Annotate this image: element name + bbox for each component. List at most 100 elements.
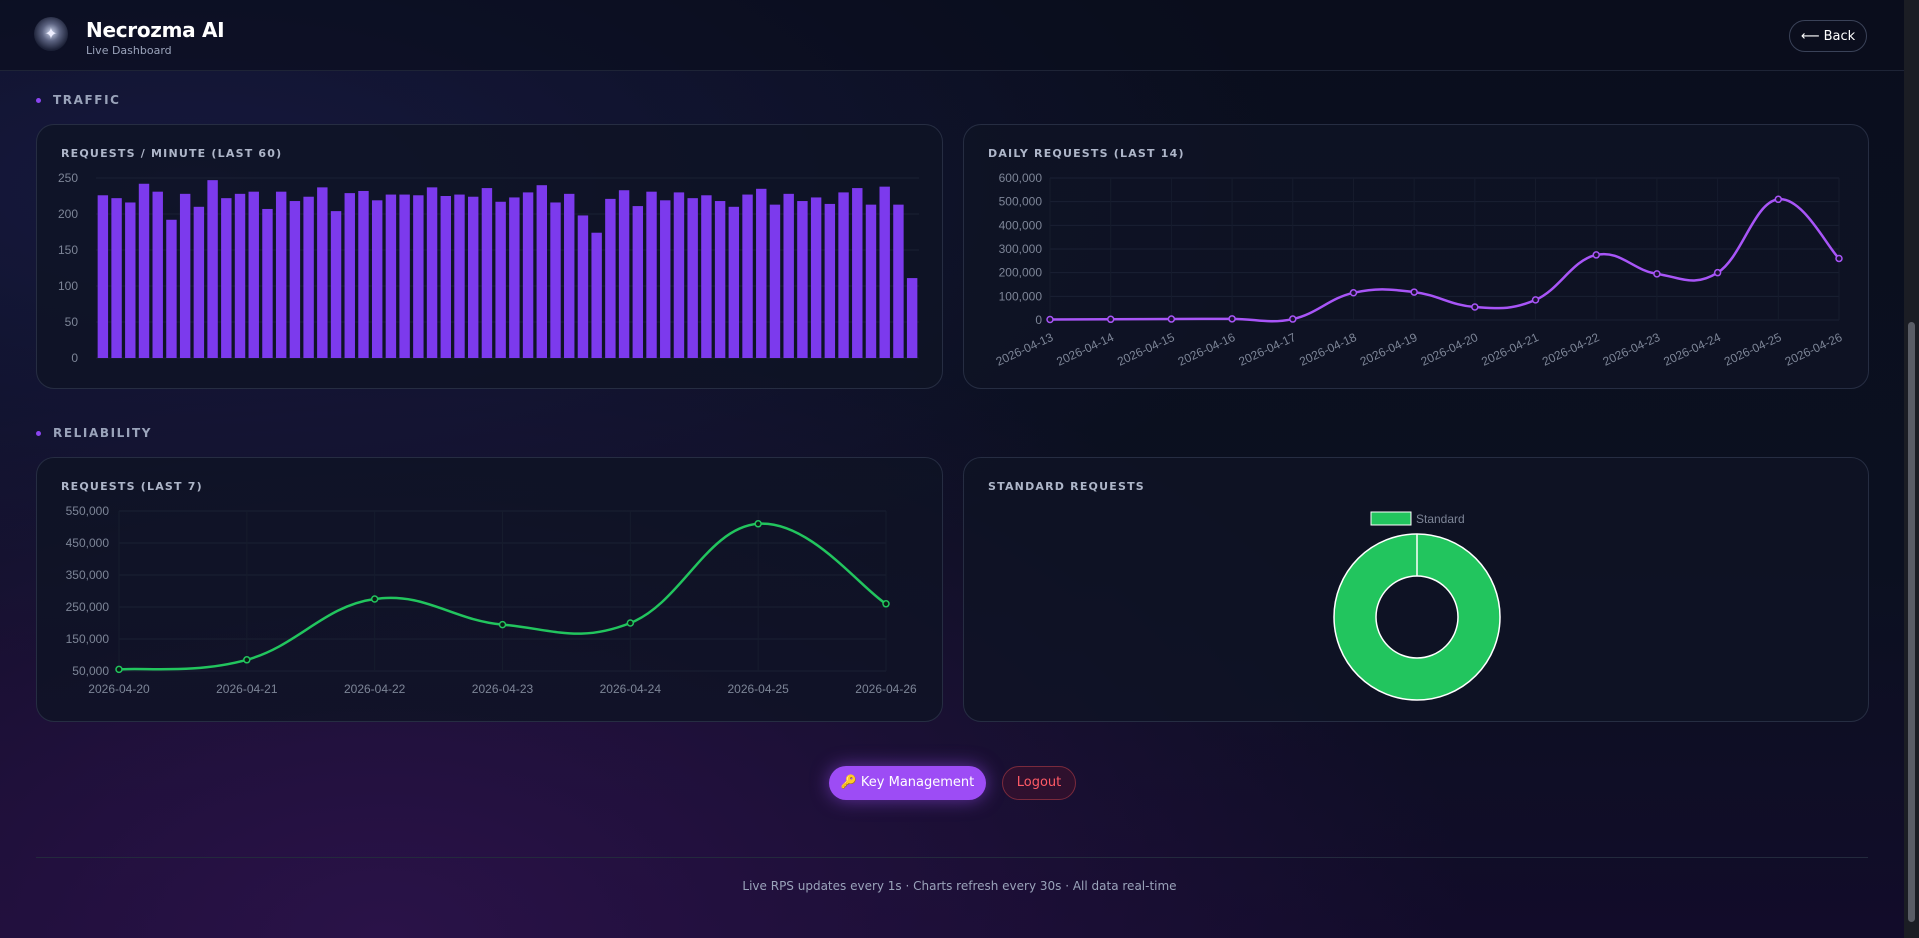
daily-x-tick-label: 2026-04-14	[1054, 330, 1116, 369]
weekly-y-tick-label: 450,000	[66, 536, 110, 550]
rpm-bar	[591, 232, 602, 358]
rpm-bar	[262, 208, 273, 358]
key-icon: 🔑	[840, 775, 857, 790]
rpm-bar	[317, 187, 328, 358]
daily-series-line	[1049, 198, 1840, 323]
daily-y-tick-label: 300,000	[999, 242, 1043, 256]
donut-inner-border	[1375, 575, 1459, 659]
daily-data-point	[1349, 289, 1358, 297]
legend-label-standard: Standard	[1416, 512, 1465, 526]
rpm-y-tick-label: 150	[58, 243, 78, 257]
daily-data-point	[1592, 251, 1600, 259]
rpm-bar	[495, 201, 506, 358]
rpm-bar	[454, 194, 465, 358]
rpm-bar	[97, 195, 109, 358]
rpm-bar	[125, 202, 136, 358]
rpm-bar	[358, 190, 369, 358]
rpm-bar	[371, 200, 383, 358]
rpm-bar	[426, 187, 438, 358]
weekly-x-tick-label: 2026-04-24	[600, 682, 662, 696]
rpm-bar	[179, 193, 191, 358]
daily-x-tick-label: 2026-04-21	[1479, 330, 1541, 369]
section-traffic: TRAFFIC	[36, 93, 121, 107]
weekly-x-tick-label: 2026-04-21	[216, 682, 278, 696]
action-bar: 🔑 Key Management Logout	[0, 766, 1919, 800]
weekly-data-point	[115, 665, 123, 674]
weekly-x-tick-label: 2026-04-22	[344, 682, 406, 696]
weekly-y-tick-label: 250,000	[66, 600, 110, 614]
daily-data-point	[1289, 315, 1297, 323]
rpm-bar	[660, 200, 671, 358]
key-management-button[interactable]: 🔑 Key Management	[829, 766, 986, 800]
rpm-bar-chart: 0 50 100 150 200 250	[58, 171, 919, 365]
daily-x-tick-label: 2026-04-18	[1297, 330, 1359, 369]
daily-x-tick-label: 2026-04-26	[1783, 330, 1845, 369]
daily-data-point	[1228, 315, 1236, 323]
rpm-bar	[797, 201, 808, 358]
rpm-y-tick-label: 0	[71, 351, 78, 365]
rpm-bar	[783, 193, 794, 358]
daily-x-tick-label: 2026-04-16	[1176, 330, 1238, 369]
rpm-bar	[193, 206, 205, 358]
daily-data-point	[1774, 195, 1783, 204]
rpm-bar	[289, 201, 301, 358]
daily-x-tick-label: 2026-04-13	[994, 330, 1056, 369]
daily-data-point	[1713, 268, 1722, 277]
daily-data-point	[1106, 315, 1115, 324]
daily-data-point	[1835, 254, 1843, 263]
daily-x-tick-label: 2026-04-23	[1601, 330, 1663, 369]
daily-x-tick-label: 2026-04-17	[1236, 330, 1298, 369]
rpm-bar	[701, 195, 712, 358]
rpm-bar	[303, 196, 314, 358]
rpm-bar	[344, 193, 355, 358]
rpm-bar	[564, 193, 575, 358]
rpm-bar	[275, 191, 287, 358]
weekly-y-tick-label: 550,000	[66, 504, 110, 518]
weekly-y-tick-label: 350,000	[66, 568, 110, 582]
rpm-bar	[605, 198, 616, 358]
rpm-bar	[138, 183, 150, 358]
scrollbar-thumb[interactable]	[1908, 322, 1915, 922]
page-scrollbar[interactable]	[1904, 0, 1919, 938]
logout-button[interactable]: Logout	[1002, 766, 1076, 800]
rpm-bar	[536, 185, 548, 358]
standard-donut-chart: Standard	[1333, 511, 1501, 701]
daily-data-point	[1410, 288, 1418, 296]
daily-data-point	[1653, 270, 1661, 278]
back-button[interactable]: ⟵ Back	[1789, 20, 1867, 52]
rpm-chart-title: REQUESTS / MINUTE (LAST 60)	[61, 147, 283, 160]
daily-data-point	[1167, 315, 1176, 323]
rpm-bar	[522, 192, 534, 358]
weekly-y-tick-label: 150,000	[66, 632, 110, 646]
necrozma-logo-icon: ✦	[34, 17, 68, 51]
daily-x-tick-label: 2026-04-15	[1115, 330, 1177, 369]
rpm-bar	[550, 202, 561, 358]
rpm-bar	[810, 197, 822, 358]
rpm-bar	[618, 190, 630, 358]
rpm-bar	[687, 198, 698, 358]
rpm-bar	[646, 191, 657, 358]
rpm-chart-card: REQUESTS / MINUTE (LAST 60) 0 50 100 150 200…	[36, 124, 943, 389]
rpm-bar	[673, 192, 685, 358]
rpm-bar	[385, 194, 397, 358]
weekly-data-point	[243, 656, 251, 664]
footer-status-text: Live RPS updates every 1s · Charts refre…	[742, 879, 1177, 893]
daily-data-point	[1471, 303, 1479, 311]
rpm-bar	[481, 188, 493, 358]
daily-y-tick-label: 0	[1035, 313, 1042, 327]
daily-chart-card: DAILY REQUESTS (LAST 14) 0 100,000 200,000…	[963, 124, 1869, 389]
daily-y-tick-label: 600,000	[999, 171, 1043, 185]
daily-data-point	[1531, 296, 1540, 304]
rpm-bar	[714, 201, 726, 358]
section-dot-icon	[36, 431, 41, 436]
daily-x-tick-label: 2026-04-25	[1722, 330, 1784, 369]
rpm-bar	[111, 198, 122, 358]
daily-y-tick-label: 400,000	[999, 218, 1043, 232]
rpm-bar	[440, 196, 451, 358]
weekly-x-tick-label: 2026-04-20	[88, 682, 150, 696]
legend-swatch-standard	[1370, 511, 1412, 526]
weekly-chart-title: REQUESTS (LAST 7)	[61, 480, 203, 493]
rpm-bar	[467, 196, 479, 358]
section-dot-icon	[36, 98, 41, 103]
rpm-bar	[221, 198, 232, 358]
